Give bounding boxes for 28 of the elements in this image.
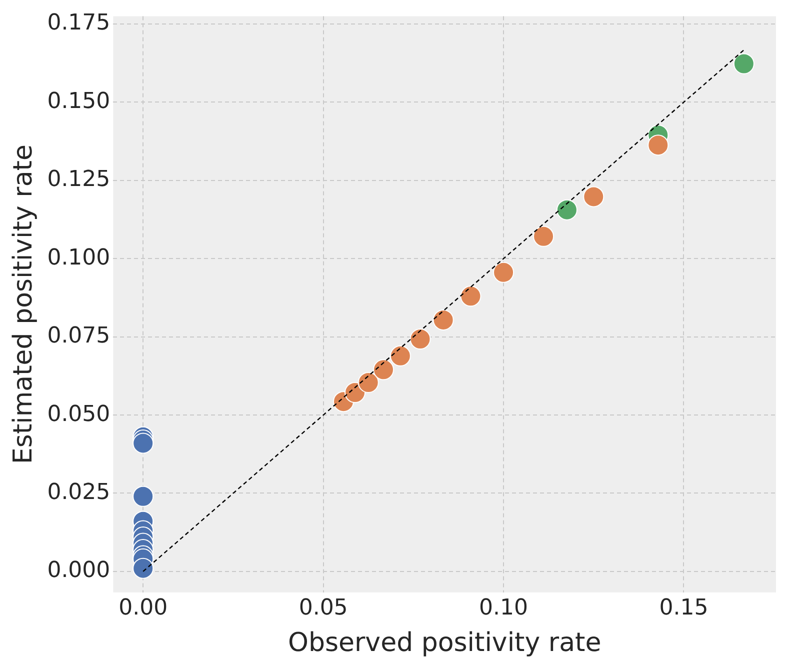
x-tick-label: 0.15 <box>659 595 708 620</box>
y-tick-label: 0.000 <box>47 558 110 584</box>
point <box>533 226 554 247</box>
y-axis-title: Estimated positivity rate <box>8 144 38 464</box>
y-tick-label: 0.125 <box>47 167 110 192</box>
y-tick-label: 0.150 <box>47 88 110 114</box>
x-tick-label: 0.00 <box>118 595 168 620</box>
point <box>556 199 578 220</box>
y-tick-label: 0.050 <box>47 402 110 427</box>
point <box>460 286 482 307</box>
point <box>733 53 754 74</box>
x-axis-title: Observed positivity rate <box>288 628 602 658</box>
y-tick-label: 0.075 <box>47 324 110 349</box>
point <box>373 359 394 380</box>
x-tick-label: 0.10 <box>479 595 528 620</box>
x-tick-label: 0.05 <box>298 595 348 620</box>
point <box>648 134 669 156</box>
point <box>583 186 604 208</box>
point <box>132 486 154 507</box>
y-tick-label: 0.175 <box>47 10 110 36</box>
point <box>132 558 154 579</box>
point <box>390 345 411 366</box>
y-tick-label: 0.025 <box>47 480 110 505</box>
point <box>493 262 514 283</box>
y-tick-label: 0.100 <box>47 245 110 270</box>
point <box>432 309 454 330</box>
point <box>358 372 379 394</box>
point <box>410 328 431 350</box>
